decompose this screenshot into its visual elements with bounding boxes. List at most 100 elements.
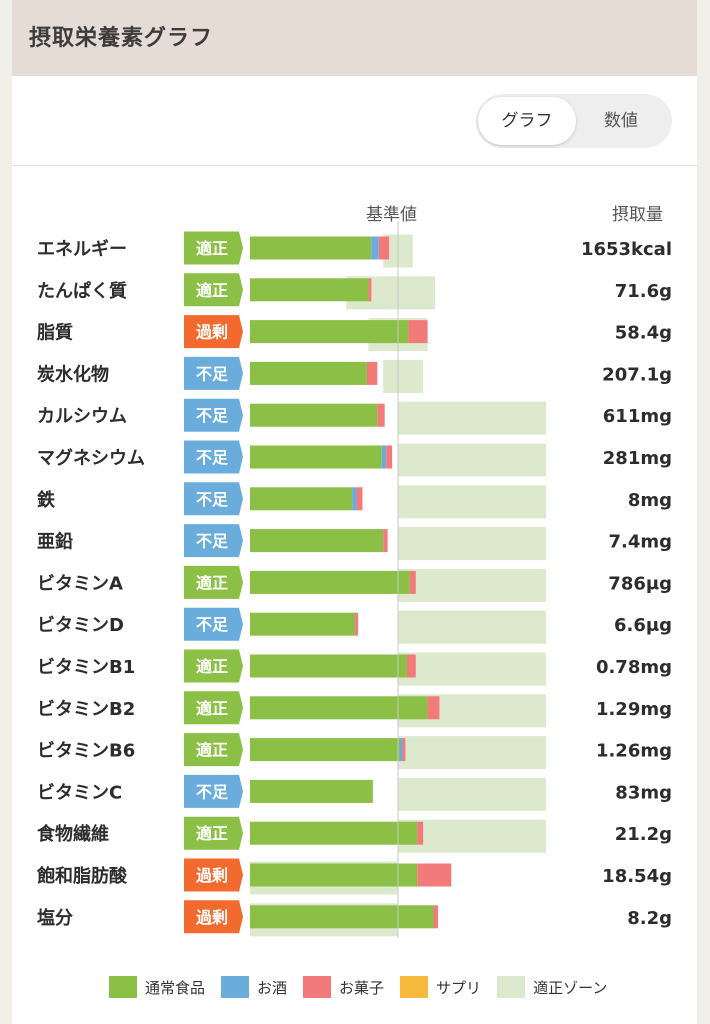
legend-label: 適正ゾーン [533, 978, 608, 997]
bar-segment-0 [250, 821, 418, 845]
legend-item: 適正ゾーン [497, 976, 607, 998]
zone-band [398, 777, 546, 811]
intake-value: 8mg [628, 490, 672, 511]
view-toggle[interactable]: グラフ 数値 [476, 94, 672, 148]
bar-segment-0 [250, 779, 373, 803]
bar-segment-0 [250, 612, 356, 636]
chart-legend: 通常食品 お酒 お菓子 サプリ 適正ゾーン [109, 975, 623, 999]
bar-segment-2 [402, 738, 406, 762]
status-badge [184, 691, 243, 725]
bar-segment-2 [427, 696, 440, 720]
status-badge [184, 231, 243, 265]
legend-swatch [303, 976, 332, 998]
bar-segment-2 [408, 320, 428, 344]
status-badge [184, 607, 243, 641]
bar-segment-2 [377, 403, 385, 427]
intake-value: 8.2g [627, 908, 672, 929]
bar-segment-2 [406, 654, 416, 678]
legend-swatch [497, 976, 526, 998]
legend-label: 通常食品 [145, 978, 206, 997]
bar-segment-0 [250, 905, 434, 929]
legend-swatch [109, 976, 137, 998]
bar-segment-2 [378, 236, 390, 260]
nutrient-label: マグネシウム [37, 447, 145, 469]
nutrient-label: カルシウム [37, 406, 127, 427]
status-badge-label: 不足 [196, 364, 229, 383]
status-badge-label: 不足 [196, 615, 229, 634]
status-badge-label: 不足 [196, 532, 229, 551]
zone-band [398, 736, 546, 770]
bar-segment-2 [409, 570, 416, 594]
intake-value: 1.29mg [596, 699, 672, 720]
status-badge [184, 273, 243, 307]
status-badge-label: 適正 [196, 281, 228, 300]
status-badge-label: 適正 [196, 657, 228, 676]
intake-value: 83mg [615, 782, 672, 803]
status-badge [184, 649, 243, 683]
bar-segment-2 [366, 361, 378, 385]
bar-segment-0 [250, 570, 410, 594]
status-badge-label: 過剰 [195, 866, 228, 885]
bar-segment-0 [250, 320, 409, 344]
bar-segment-0 [250, 863, 418, 887]
status-badge-label: 不足 [196, 782, 229, 801]
status-badge [184, 356, 243, 390]
legend-item: お酒 [221, 976, 287, 998]
status-badge [184, 816, 243, 850]
nutrient-label: ビタミンC [37, 782, 122, 803]
nutrient-label: ビタミンD [37, 615, 124, 636]
status-badge-label: 過剰 [195, 908, 228, 927]
bar-segment-1 [381, 445, 387, 469]
tab-graph[interactable]: グラフ [478, 97, 576, 145]
zone-band [398, 401, 546, 435]
zone-band [398, 610, 546, 644]
nutrient-label: 脂質 [37, 322, 73, 344]
zone-band [398, 443, 546, 477]
intake-value: 18.54g [602, 866, 672, 887]
status-badge-label: 不足 [196, 490, 229, 509]
status-badge-label: 不足 [196, 448, 229, 467]
bar-segment-0 [250, 445, 382, 469]
nutrient-label: 飽和脂肪酸 [36, 865, 128, 887]
tab-numbers[interactable]: 数値 [604, 111, 638, 131]
bar-segment-0 [250, 738, 400, 762]
intake-value: 1653kcal [581, 239, 672, 260]
status-badge [184, 900, 243, 934]
bar-segment-2 [417, 863, 452, 887]
status-badge [184, 565, 243, 599]
intake-value: 0.78mg [596, 657, 672, 678]
bar-segment-2 [386, 445, 393, 469]
nutrient-label: 亜鉛 [37, 531, 73, 553]
nutrient-label: ビタミンA [37, 573, 123, 594]
bar-segment-0 [250, 361, 367, 385]
status-badge-label: 適正 [196, 741, 228, 760]
legend-item: 通常食品 [109, 976, 205, 998]
status-badge [184, 774, 243, 808]
intake-value: 58.4g [615, 323, 672, 344]
status-badge [184, 524, 243, 558]
bar-segment-2 [383, 529, 388, 553]
intake-value: 207.1g [602, 364, 672, 385]
nutrient-label: ビタミンB1 [37, 657, 135, 678]
status-badge [184, 482, 243, 516]
nutrient-label: 炭水化物 [37, 363, 109, 385]
zone-band [398, 652, 546, 686]
status-badge-label: 適正 [196, 699, 228, 718]
page-title: 摂取栄養素グラフ [29, 26, 214, 51]
nutrient-label: たんぱく質 [37, 280, 127, 302]
bar-segment-0 [250, 696, 428, 720]
nutrient-label: ビタミンB6 [37, 741, 135, 762]
legend-label: お酒 [257, 978, 288, 997]
bar-segment-0 [250, 278, 369, 302]
bar-segment-0 [250, 654, 407, 678]
intake-value: 281mg [603, 448, 672, 469]
bar-segment-2 [356, 487, 363, 511]
bar-segment-0 [250, 487, 353, 511]
nutrient-label: エネルギー [37, 239, 127, 260]
bar-segment-1 [352, 487, 357, 511]
intake-value: 21.2g [615, 824, 672, 845]
intake-value: 71.6g [615, 281, 672, 302]
status-badge [184, 858, 243, 892]
intake-value: 7.4mg [608, 532, 672, 553]
